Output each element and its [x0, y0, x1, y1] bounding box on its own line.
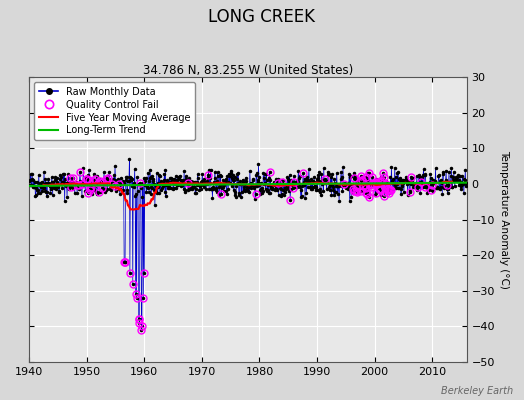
Y-axis label: Temperature Anomaly (°C): Temperature Anomaly (°C) — [499, 150, 509, 289]
Text: LONG CREEK: LONG CREEK — [209, 8, 315, 26]
Title: 34.786 N, 83.255 W (United States): 34.786 N, 83.255 W (United States) — [143, 64, 353, 77]
Text: Berkeley Earth: Berkeley Earth — [441, 386, 514, 396]
Legend: Raw Monthly Data, Quality Control Fail, Five Year Moving Average, Long-Term Tren: Raw Monthly Data, Quality Control Fail, … — [34, 82, 195, 140]
